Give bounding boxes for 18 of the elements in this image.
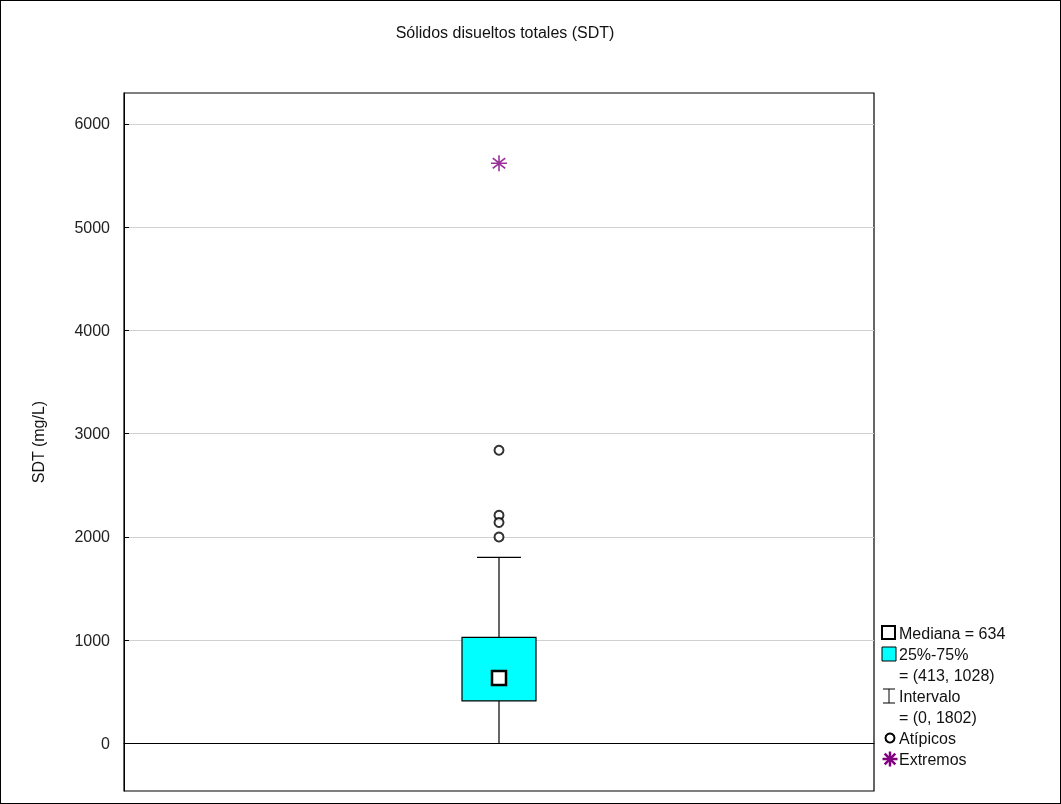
y-tick-label: 3000 [74,425,111,443]
point [491,155,507,172]
legend-label: Atípicos [899,730,956,747]
chart-title: Sólidos disueltos totales (SDT) [395,23,615,41]
point [493,517,505,529]
legend-label: 25%-75% = (413, 1028) [899,646,995,684]
y-tick-label: 4000 [74,321,111,339]
y-tick-label: 5000 [74,218,111,236]
y-tick-label: 2000 [74,528,111,546]
point [493,444,505,456]
y-tick-label: 1000 [74,631,111,649]
legend-label: Extremos [899,751,967,768]
y-tick-label: 6000 [74,115,111,133]
text: Mediana = 634 [899,625,1006,642]
text: Intervalo = (0, 1802) [899,688,977,726]
y-tick-label: 0 [101,735,111,752]
point [493,531,505,543]
y-axis-title: SDT (mg/L) [29,400,47,484]
